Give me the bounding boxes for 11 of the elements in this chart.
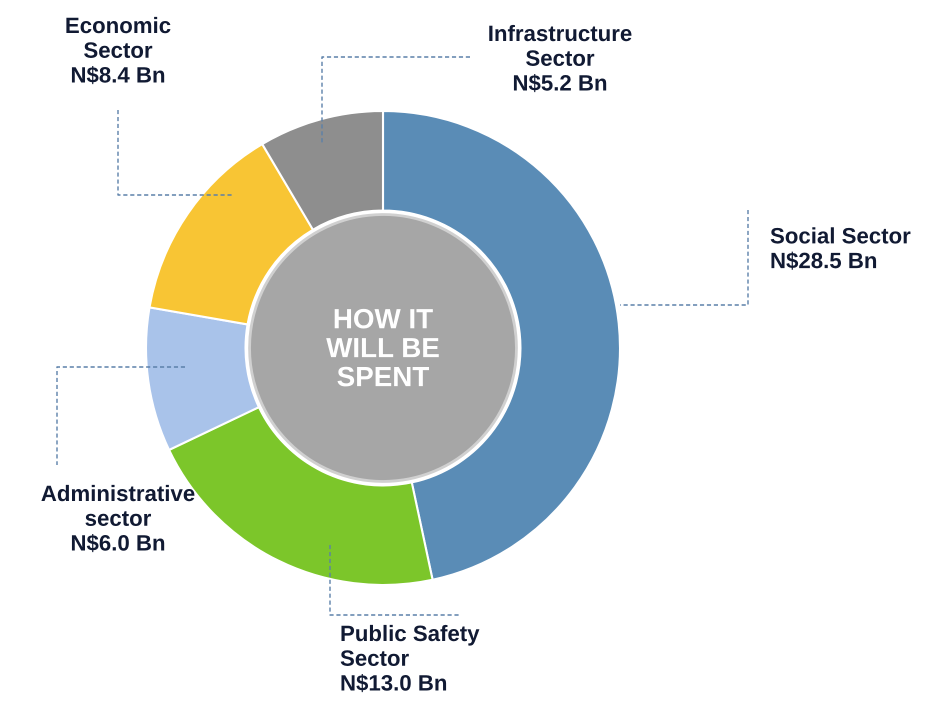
slice-label: Public Safety Sector [340, 624, 480, 666]
text: HOW IT WILL BE SPENT [326, 308, 439, 386]
data-label: N$8.4 Bn [72, 66, 164, 84]
slice-label: Administrative sector [41, 484, 194, 526]
data-label: N$13.0 Bn [341, 674, 446, 692]
data-label: N$6.0 Bn [72, 534, 164, 552]
slice-label: Economic Sector [66, 16, 170, 58]
slice-label: Infrastructure Sector [489, 24, 632, 66]
data-label: N$5.2 Bn [514, 74, 606, 92]
data-label: N$28.5 Bn [771, 252, 876, 270]
slice-label: Social Sector [770, 227, 910, 244]
